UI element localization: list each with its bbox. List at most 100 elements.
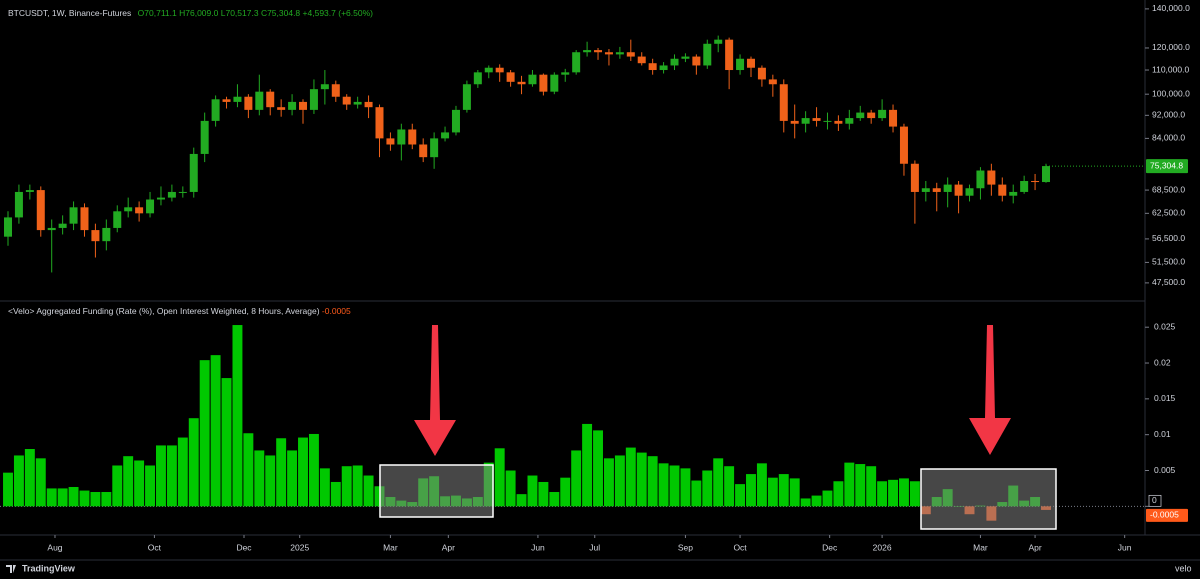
candle-body: [528, 74, 537, 85]
x-tick-label: Jul: [589, 542, 600, 552]
candle-body: [430, 138, 439, 158]
y-tick-label: 0.025: [1154, 321, 1176, 331]
bar: [746, 474, 756, 507]
bar: [571, 450, 582, 507]
bar: [254, 450, 265, 507]
candle-body: [889, 109, 898, 127]
candle-body: [615, 52, 624, 55]
candle-body: [1042, 166, 1050, 183]
candle-body: [736, 58, 745, 71]
bar: [35, 458, 46, 507]
candle-body: [921, 188, 930, 192]
bar: [909, 481, 920, 507]
bar: [330, 481, 341, 507]
bar: [319, 468, 330, 507]
y-tick-label: 92,000.0: [1152, 110, 1185, 120]
x-tick-label: Dec: [236, 542, 252, 552]
candle-body: [244, 96, 253, 110]
bar: [756, 463, 767, 507]
candle-body: [146, 199, 155, 214]
candle-body: [1020, 181, 1029, 192]
bar: [68, 486, 79, 507]
bar: [625, 447, 636, 507]
candle-body: [932, 188, 941, 192]
candle-body: [233, 96, 242, 102]
bar: [13, 455, 24, 507]
source: velo: [1175, 563, 1192, 573]
candle-body: [419, 144, 428, 158]
candle-body: [670, 58, 679, 66]
candle-body: [484, 67, 493, 73]
candle-body: [473, 72, 482, 85]
candle-body: [331, 84, 340, 97]
legend-close: C75,304.8: [261, 8, 300, 18]
last-value-label: -0.0005: [1150, 510, 1179, 520]
indicator-value: -0.0005: [322, 306, 351, 316]
bar: [560, 477, 571, 507]
x-tick-label: Oct: [733, 542, 747, 552]
x-tick-label: Apr: [442, 542, 455, 552]
brand: TradingView: [22, 563, 76, 573]
candle-body: [102, 227, 111, 242]
bar: [538, 481, 549, 507]
bar: [145, 465, 156, 507]
bar: [287, 450, 298, 507]
candle-body: [801, 118, 810, 124]
y-tick-label: 0.005: [1154, 465, 1176, 475]
bar: [46, 488, 57, 507]
legend-change: +4,593.7 (+6.50%): [303, 8, 374, 18]
bar: [101, 492, 112, 507]
candle-body: [277, 107, 286, 110]
bar: [680, 468, 691, 507]
candle-body: [550, 74, 559, 92]
x-tick-label: Jun: [1118, 542, 1132, 552]
brand-logo: [6, 565, 16, 573]
last-price-box: [1146, 159, 1188, 174]
bar: [177, 437, 188, 507]
candle-body: [1031, 181, 1040, 183]
x-tick-label: Apr: [1028, 542, 1041, 552]
bar: [877, 481, 888, 507]
bar: [713, 458, 724, 507]
bar: [232, 325, 243, 507]
candle-body: [320, 84, 329, 90]
bar: [90, 492, 101, 507]
y-tick-label: 51,500.0: [1152, 257, 1185, 267]
candle-body: [189, 153, 198, 192]
bar: [156, 445, 166, 507]
bar: [166, 445, 177, 507]
chart-legend: BTCUSDT, 1W, Binance-Futures O70,711.1 H…: [8, 8, 373, 18]
candle-body: [954, 184, 963, 196]
bar: [582, 423, 593, 507]
candle-body: [856, 112, 865, 119]
candle-body: [725, 39, 734, 71]
y-tick-label: 47,500.0: [1152, 277, 1185, 287]
bar: [702, 470, 713, 507]
indicator-title: <Velo> Aggregated Funding (Rate (%), Ope…: [8, 306, 320, 316]
candle-body: [976, 170, 985, 189]
candle-body: [583, 50, 592, 53]
candle-body: [288, 101, 297, 110]
symbol: BTCUSDT, 1W, Binance-Futures: [8, 8, 131, 18]
candle-body: [626, 52, 635, 57]
candle-body: [462, 84, 471, 110]
annotations: [379, 325, 1057, 530]
bar: [79, 490, 90, 507]
x-tick-label: Sep: [678, 542, 693, 552]
candle-body: [648, 63, 657, 71]
candle-body: [779, 84, 788, 121]
y-tick-label: 140,000.0: [1152, 3, 1190, 13]
bar: [276, 438, 287, 507]
candle-body: [899, 126, 908, 164]
y-tick-label: 62,500.0: [1152, 208, 1185, 218]
highlight-box: [379, 464, 494, 518]
bar: [778, 474, 789, 507]
candle-body: [987, 170, 996, 185]
bar: [593, 430, 603, 507]
candle-body: [594, 50, 603, 53]
bar: [811, 495, 822, 507]
candle-body: [58, 223, 67, 228]
y-tick-label: 68,500.0: [1152, 184, 1185, 194]
highlight-box: [920, 468, 1057, 530]
